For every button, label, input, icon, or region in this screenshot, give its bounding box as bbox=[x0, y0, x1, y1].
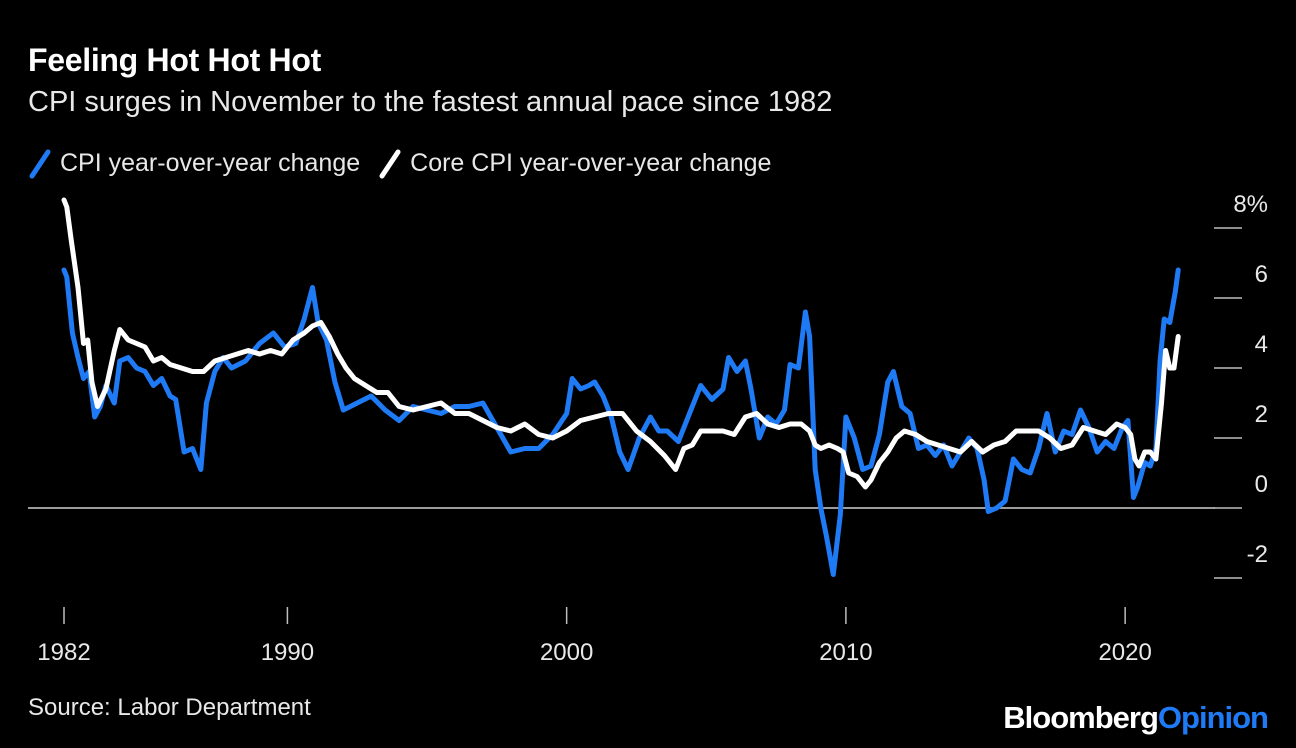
x-tick-label: 2000 bbox=[540, 639, 593, 666]
series-line-cpi bbox=[61, 267, 1181, 577]
legend-label-core-cpi: Core CPI year-over-year change bbox=[410, 148, 772, 177]
y-tick-label: 8% bbox=[1233, 191, 1268, 218]
x-tick-label: 1982 bbox=[37, 639, 90, 666]
chart-subtitle: CPI surges in November to the fastest an… bbox=[28, 86, 833, 118]
x-tick-label: 1990 bbox=[261, 639, 314, 666]
legend-swatch-cpi-icon bbox=[29, 149, 51, 179]
legend-item-core-cpi[interactable]: Core CPI year-over-year change bbox=[378, 146, 771, 180]
legend-label-cpi: CPI year-over-year change bbox=[60, 148, 361, 177]
x-tick-label: 2010 bbox=[819, 639, 872, 666]
brand-logo-part1: Bloomberg bbox=[1003, 700, 1159, 735]
y-tick-label: 4 bbox=[1255, 331, 1268, 358]
legend-swatch-core-cpi-icon bbox=[379, 149, 401, 179]
source-note: Source: Labor Department bbox=[28, 694, 311, 721]
series-line-core-cpi bbox=[61, 197, 1181, 490]
legend-item-cpi[interactable]: CPI year-over-year change bbox=[28, 146, 360, 180]
x-tick-label: 2020 bbox=[1098, 639, 1151, 666]
brand-logo-part2: Opinion bbox=[1157, 700, 1269, 735]
y-tick-label: 6 bbox=[1255, 261, 1268, 288]
y-tick-label: 0 bbox=[1255, 471, 1268, 498]
brand-logo: BloombergOpinion bbox=[1003, 700, 1269, 736]
y-tick-label: -2 bbox=[1247, 541, 1268, 568]
chart-title: Feeling Hot Hot Hot bbox=[28, 42, 321, 78]
y-tick-label: 2 bbox=[1255, 401, 1268, 428]
chart-legend: CPI year-over-year change Core CPI year-… bbox=[28, 146, 789, 180]
